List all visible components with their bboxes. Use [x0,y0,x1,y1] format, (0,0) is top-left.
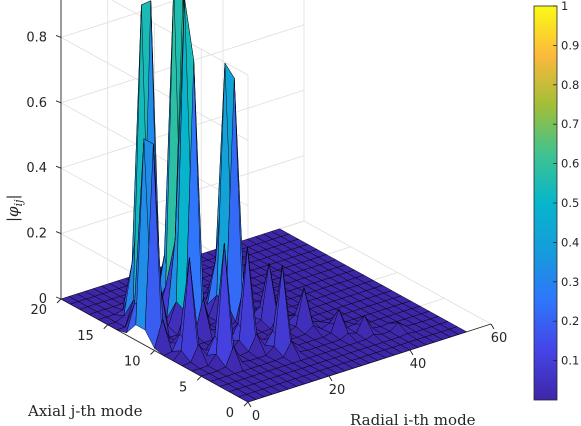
x-tick-mark [328,375,333,382]
z-tick-mark [55,165,62,169]
y-axis-label: Axial j-th mode [27,402,143,420]
colorbar-tick-label-0: 0.1 [561,354,579,368]
colorbar-tick-label-2: 0.3 [561,275,579,289]
colorbar-tick-label-1: 0.2 [561,314,579,328]
colorbar-ticks: 0.1 0.2 0.3 0.4 0.5 0.6 0.7 0.8 0.9 1 [553,0,579,368]
z-tick-label-2: 0.4 [26,161,47,176]
z-label-phi: φ [4,206,22,217]
y-tick-mark [196,375,202,381]
z-tick-mark [55,231,62,235]
z-tick-label-3: 0.6 [26,96,47,111]
z-tick-label-1: 0.2 [26,227,47,242]
y-tick-label-3: 15 [77,329,94,344]
x-tick-label-2: 40 [410,357,427,372]
colorbar-tick-label-5: 0.6 [561,157,579,171]
x-tick-label-0: 0 [252,409,260,424]
colorbar-tick-label-8: 0.9 [561,38,579,52]
y-tick-label-0: 0 [226,406,234,421]
y-tick-label-2: 10 [124,355,141,370]
colorbar-tick-label-9: 1 [561,0,568,13]
y-tick-mark [56,298,62,304]
z-tick-label-0: 0 [39,292,47,307]
surface-patch [449,326,467,335]
y-tick-label-4: 20 [30,303,47,318]
colorbar-tick-label-3: 0.4 [561,235,579,249]
z-tick-mark [55,100,62,104]
z-tick-mark [55,34,62,38]
x-tick-mark [409,349,414,356]
y-tick-mark [103,324,109,330]
z-label-subscript: ij [12,199,25,207]
z-axis-label: |φij| [4,194,25,222]
y-tick-label-1: 5 [179,380,187,395]
colorbar-tick-label-4: 0.5 [561,196,579,210]
surface-plot [60,0,467,403]
z-label-bar-left: | [4,217,22,222]
x-axis-label: Radial i-th mode [350,411,476,426]
z-label-bar-right: | [4,194,22,199]
z-tick-label-4: 0.8 [26,30,47,45]
y-tick-mark [243,401,249,407]
grid-line-left-z-5 [111,0,249,76]
grid-line-left-z-4 [60,37,249,141]
colorbar-tick-label-7: 0.8 [561,78,579,92]
y-tick-mark [150,350,155,355]
x-tick-mark [247,401,252,408]
x-tick-label-3: 60 [491,331,508,346]
z-tick-mark [55,296,62,300]
x-tick-label-1: 20 [329,383,346,398]
x-tick-mark [490,323,495,330]
colorbar-tick-label-6: 0.7 [561,117,579,131]
grid-line-back-z-4 [60,0,179,38]
colorbar: 0.1 0.2 0.3 0.4 0.5 0.6 0.7 0.8 0.9 1 [533,0,579,401]
